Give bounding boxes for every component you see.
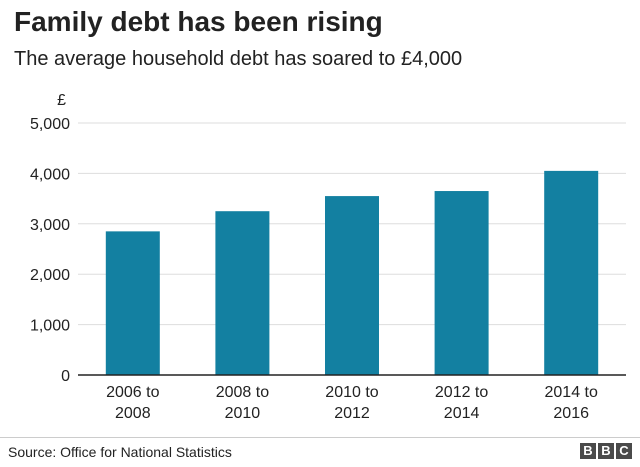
bbc-logo: B B C <box>580 443 632 459</box>
chart-title: Family debt has been rising <box>14 6 383 37</box>
footer-divider <box>0 437 640 438</box>
chart-subtitle: The average household debt has soared to… <box>14 48 463 70</box>
y-tick-label: 5,000 <box>30 116 70 133</box>
y-tick-label: 4,000 <box>30 166 70 183</box>
y-tick-label: 3,000 <box>30 217 70 234</box>
x-tick-label: 2006 to 2008 <box>106 384 159 422</box>
bbc-logo-letter: B <box>580 443 596 459</box>
bar-chart: 0 1,000 2,000 3,000 4,000 5,000 £2006 to 2008 20… <box>30 92 626 422</box>
bbc-logo-letter: C <box>616 443 632 459</box>
y-tick-label: 2,000 <box>30 267 70 284</box>
x-tick-label: 2012 to 2014 <box>435 384 488 422</box>
bar <box>105 231 160 375</box>
source-note: Source: Office for National Statistics <box>8 444 232 460</box>
y-tick-label: 0 <box>61 368 70 385</box>
bar <box>325 196 379 375</box>
bar <box>434 191 489 375</box>
x-tick-label: 2010 to 2012 <box>325 384 378 422</box>
bbc-logo-letter: B <box>598 443 614 459</box>
x-tick-label: 2014 to 2016 <box>545 384 598 422</box>
bar <box>544 170 599 375</box>
y-tick-label: 1,000 <box>30 318 70 335</box>
bar <box>215 211 270 375</box>
y-axis-label: £ <box>57 92 66 109</box>
x-tick-label: 2008 to 2010 <box>216 384 269 422</box>
